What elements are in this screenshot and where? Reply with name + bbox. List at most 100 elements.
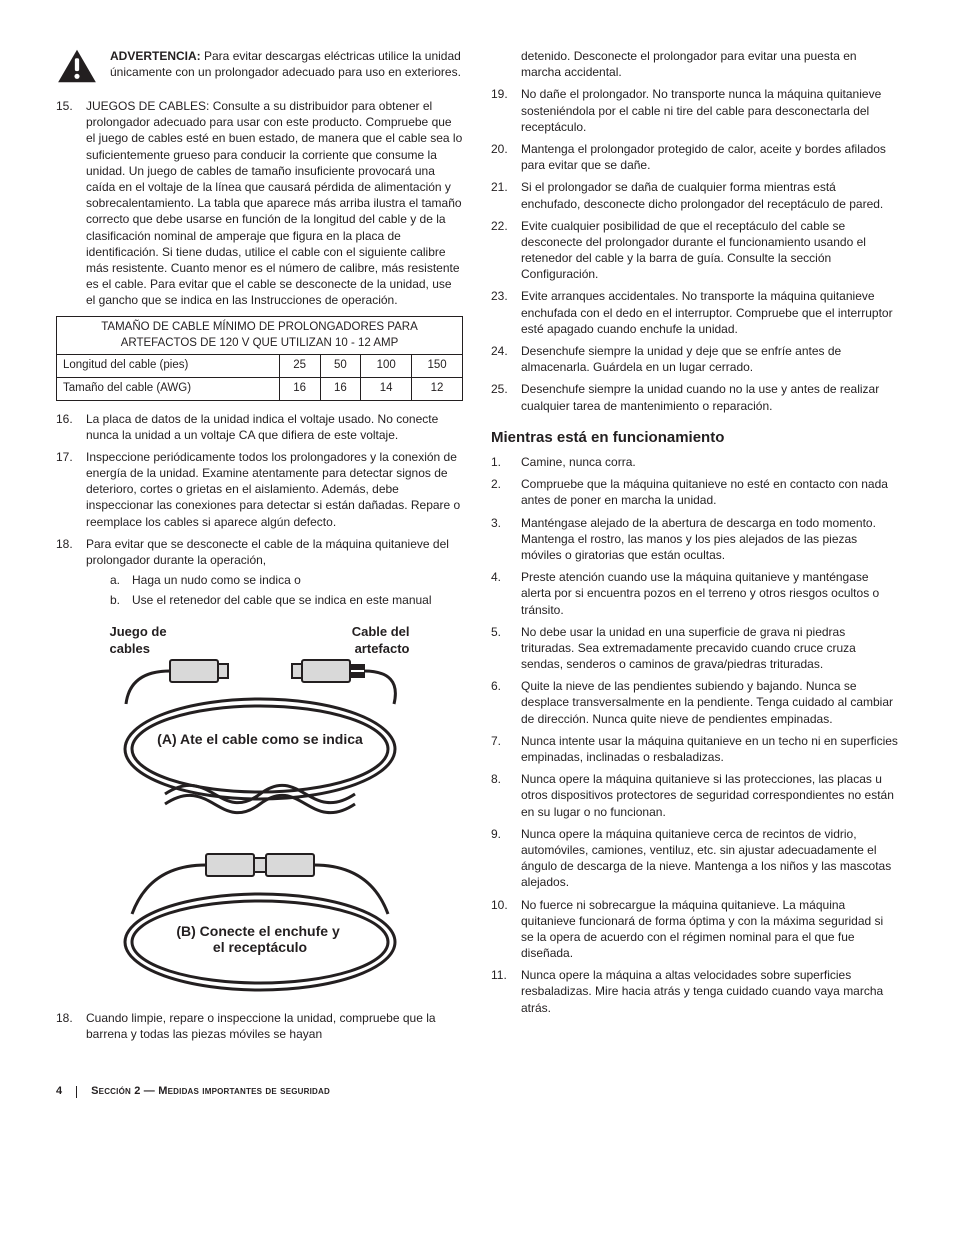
list-item-number: 8. [491,771,521,820]
list-item-number: 6. [491,678,521,727]
sub-list-item: b.Use el retenedor del cable que se indi… [110,592,463,608]
right-column: detenido. Desconecte el prolongador para… [491,48,898,1048]
table-title: TAMAÑO DE CABLE MÍNIMO DE PROLONGADORES … [57,317,463,355]
list-item: 16.La placa de datos de la unidad indica… [56,411,463,443]
warning-text: ADVERTENCIA: Para evitar descargas eléct… [110,48,463,80]
list-item-text: No dañe el prolongador. No transporte nu… [521,86,898,135]
list-item-text: Evite arranques accidentales. No transpo… [521,288,898,337]
operation-subheading: Mientras está en funcionamiento [491,428,898,448]
list-item-number: 5. [491,624,521,673]
list-item-text: detenido. Desconecte el prolongador para… [521,48,898,80]
page-footer: 4 Sección 2 — Medidas importantes de seg… [56,1084,898,1099]
left-list-b: 16.La placa de datos de la unidad indica… [56,411,463,613]
two-column-layout: ADVERTENCIA: Para evitar descargas eléct… [56,48,898,1048]
list-item-number: 24. [491,343,521,375]
table-row: Tamaño del cable (AWG) 16 16 14 12 [57,377,463,400]
list-item-number: 22. [491,218,521,283]
list-item-text: Desenchufe siempre la unidad y deje que … [521,343,898,375]
list-item: 1.Camine, nunca corra. [491,454,898,470]
list-item: detenido. Desconecte el prolongador para… [491,48,898,80]
list-item-number: 15. [56,98,86,308]
list-item-text: Para evitar que se desconecte el cable d… [86,536,463,613]
sub-list: a.Haga un nudo como se indica o b.Use el … [86,572,463,608]
list-item-number: 9. [491,826,521,891]
list-item: 21.Si el prolongador se daña de cualquie… [491,179,898,211]
warning-block: ADVERTENCIA: Para evitar descargas eléct… [56,48,463,84]
list-item-number [491,48,521,80]
list-item: 15.JUEGOS DE CABLES: Consulte a su distr… [56,98,463,308]
figure-top-labels: Juego decables Cable delartefacto [110,623,410,658]
list-item: 4.Preste atención cuando use la máquina … [491,569,898,618]
footer-section: Sección 2 — Medidas importantes de segur… [91,1084,330,1099]
list-item-number: 19. [491,86,521,135]
list-item-text: Cuando limpie, repare o inspeccione la u… [86,1010,463,1042]
list-item-text: Mantenga el prolongador protegido de cal… [521,141,898,173]
list-item: 7.Nunca intente usar la máquina quitanie… [491,733,898,765]
list-item: 19.No dañe el prolongador. No transporte… [491,86,898,135]
list-item-number: 7. [491,733,521,765]
list-item-text: Quite la nieve de las pendientes subiend… [521,678,898,727]
left-column: ADVERTENCIA: Para evitar descargas eléct… [56,48,463,1048]
left-list-c: 18.Cuando limpie, repare o inspeccione l… [56,1010,463,1042]
list-item-text: Nunca opere la máquina a altas velocidad… [521,967,898,1016]
list-item-number: 20. [491,141,521,173]
list-item-number: 23. [491,288,521,337]
cable-size-table: TAMAÑO DE CABLE MÍNIMO DE PROLONGADORES … [56,316,463,400]
list-item-number: 3. [491,515,521,564]
list-item: 5.No debe usar la unidad en una superfic… [491,624,898,673]
list-item-number: 21. [491,179,521,211]
warning-triangle-icon [56,48,98,84]
list-item: 24.Desenchufe siempre la unidad y deje q… [491,343,898,375]
list-item: 3.Manténgase alejado de la abertura de d… [491,515,898,564]
sub-list-item: a.Haga un nudo como se indica o [110,572,463,588]
list-item: 22.Evite cualquier posibilidad de que el… [491,218,898,283]
list-item-text: No fuerce ni sobrecargue la máquina quit… [521,897,898,962]
list-item-text: La placa de datos de la unidad indica el… [86,411,463,443]
list-item: 8.Nunca opere la máquina quitanieve si l… [491,771,898,820]
footer-separator [76,1086,77,1098]
list-item: 20.Mantenga el prolongador protegido de … [491,141,898,173]
figure-caption-b: (B) Conecte el enchufe y el receptáculo [176,923,343,955]
page-number: 4 [56,1084,62,1099]
list-item-number: 11. [491,967,521,1016]
list-item: 9.Nunca opere la máquina quitanieve cerc… [491,826,898,891]
list-item: 18.Para evitar que se desconecte el cabl… [56,536,463,613]
list-item-text: Nunca opere la máquina quitanieve cerca … [521,826,898,891]
list-item-text: Compruebe que la máquina quitanieve no e… [521,476,898,508]
list-item-text: Desenchufe siempre la unidad cuando no l… [521,381,898,413]
list-item-text: Camine, nunca corra. [521,454,898,470]
warning-label: ADVERTENCIA: [110,49,201,63]
list-item-text: JUEGOS DE CABLES: Consulte a su distribu… [86,98,463,308]
list-item: 2.Compruebe que la máquina quitanieve no… [491,476,898,508]
list-item-number: 10. [491,897,521,962]
list-item-text: Inspeccione periódicamente todos los pro… [86,449,463,530]
list-item-text: Manténgase alejado de la abertura de des… [521,515,898,564]
list-item-number: 25. [491,381,521,413]
left-list-a: 15.JUEGOS DE CABLES: Consulte a su distr… [56,98,463,308]
list-item: 10.No fuerce ni sobrecargue la máquina q… [491,897,898,962]
list-item-number: 4. [491,569,521,618]
list-item-number: 1. [491,454,521,470]
list-item: 11.Nunca opere la máquina a altas veloci… [491,967,898,1016]
list-item-number: 16. [56,411,86,443]
right-list-a: detenido. Desconecte el prolongador para… [491,48,898,414]
list-item-text: Si el prolongador se daña de cualquier f… [521,179,898,211]
list-item: 18.Cuando limpie, repare o inspeccione l… [56,1010,463,1042]
figure-caption-a: (A) Ate el cable como se indica [157,731,363,747]
cord-knot-figure: Juego decables Cable delartefacto [110,623,410,998]
list-item-text: Nunca intente usar la máquina quitanieve… [521,733,898,765]
list-item-text: Evite cualquier posibilidad de que el re… [521,218,898,283]
list-item-text: Preste atención cuando use la máquina qu… [521,569,898,618]
list-item: 25.Desenchufe siempre la unidad cuando n… [491,381,898,413]
list-item: 17.Inspeccione periódicamente todos los … [56,449,463,530]
list-item: 6.Quite la nieve de las pendientes subie… [491,678,898,727]
list-item-text: No debe usar la unidad en una superficie… [521,624,898,673]
list-item-number: 2. [491,476,521,508]
cord-diagram-svg: (A) Ate el cable como se indica (B) Cone… [110,654,410,994]
right-list-b: 1.Camine, nunca corra.2.Compruebe que la… [491,454,898,1016]
list-item-number: 17. [56,449,86,530]
list-item-number: 18. [56,536,86,613]
list-item-number: 18. [56,1010,86,1042]
list-item-text: Nunca opere la máquina quitanieve si las… [521,771,898,820]
table-row: Longitud del cable (pies) 25 50 100 150 [57,355,463,378]
